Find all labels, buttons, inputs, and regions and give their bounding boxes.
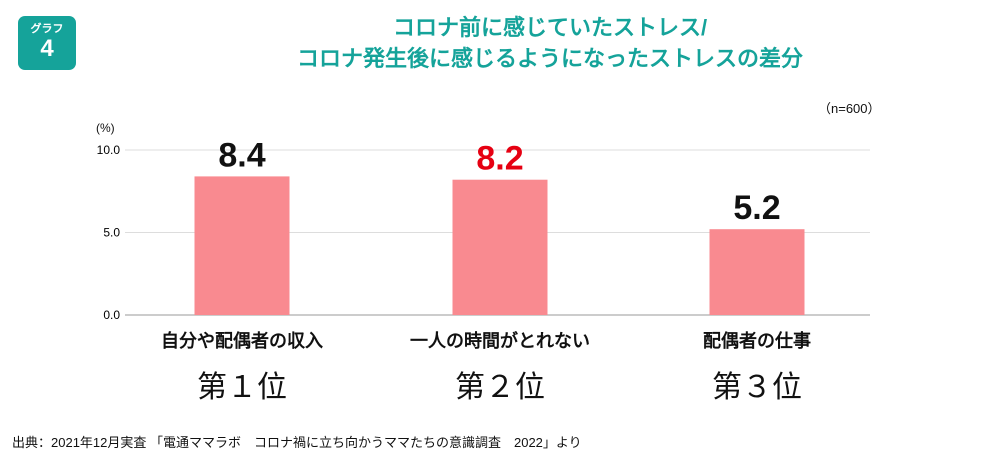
bar [194, 176, 290, 315]
y-tick-label: 0.0 [103, 308, 120, 322]
bar [709, 229, 805, 315]
badge-label: グラフ [30, 23, 64, 35]
y-tick-label: 10.0 [97, 143, 121, 157]
data-label: 8.4 [218, 136, 265, 174]
title-line-1: コロナ前に感じていたストレス/ [392, 15, 708, 40]
rank-label: 第２位 [455, 371, 545, 404]
y-axis-unit: (%) [96, 121, 115, 135]
category-label: 自分や配偶者の収入 [161, 331, 323, 351]
rank-label: 第３位 [712, 371, 802, 404]
sample-size: （n=600） [818, 101, 881, 116]
category-label: 配偶者の仕事 [703, 331, 811, 351]
data-label: 5.2 [733, 189, 780, 227]
title-line-2: コロナ発生後に感じるようになったストレスの差分 [296, 46, 803, 71]
rank-label: 第１位 [197, 371, 287, 404]
bar [452, 179, 548, 315]
graph-badge: グラフ 4 [18, 16, 76, 70]
data-label: 8.2 [476, 140, 523, 178]
category-label: 一人の時間がとれない [410, 331, 590, 351]
source-note: 出典：2021年12月実査 「電通ママラボ コロナ禍に立ち向かうママたちの意識調… [12, 435, 582, 450]
chart-title: コロナ前に感じていたストレス/ コロナ発生後に感じるようになったストレスの差分 [150, 12, 950, 74]
badge-number: 4 [40, 35, 54, 62]
y-tick-label: 5.0 [103, 226, 120, 240]
